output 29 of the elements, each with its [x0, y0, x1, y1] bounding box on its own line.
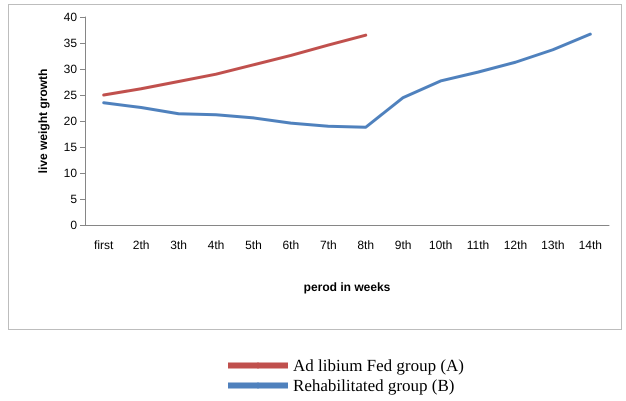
- x-tick-label: first: [94, 238, 114, 252]
- x-tick-label: 7th: [320, 238, 337, 252]
- legend-label: Ad libium Fed group (A): [293, 356, 464, 375]
- y-tick-label: 40: [64, 10, 78, 24]
- line-series: [102, 32, 592, 129]
- y-tick-label: 35: [64, 36, 78, 50]
- x-tick-label: 3th: [170, 238, 187, 252]
- y-tick-label: 20: [64, 114, 78, 128]
- x-tick-label: 4th: [208, 238, 224, 252]
- x-tick-label: 2th: [132, 238, 150, 252]
- y-tick-label: 30: [64, 62, 78, 76]
- x-tick-label: 10th: [428, 238, 452, 252]
- x-tick-label: 6th: [282, 238, 300, 252]
- x-tick-label: 13th: [541, 238, 565, 252]
- x-tick-label: 9th: [394, 238, 412, 252]
- x-tick-label: 12th: [504, 238, 528, 252]
- y-tick-label: 5: [70, 192, 78, 206]
- x-tick-label: 14th: [578, 238, 602, 252]
- x-tick-label: 8th: [357, 238, 374, 252]
- x-tick-label: 5th: [245, 238, 262, 252]
- x-tick-label: 11th: [466, 238, 490, 252]
- x-axis-title: perod in weeks: [304, 280, 391, 294]
- y-tick-label: 15: [64, 140, 78, 154]
- line-series: [102, 34, 368, 96]
- y-axis-title: live weight growth: [36, 68, 50, 174]
- y-tick-label: 0: [70, 218, 78, 232]
- y-tick-label: 10: [64, 166, 78, 180]
- y-tick-label: 25: [64, 88, 78, 102]
- legend-label: Rehabilitated group (B): [293, 376, 454, 395]
